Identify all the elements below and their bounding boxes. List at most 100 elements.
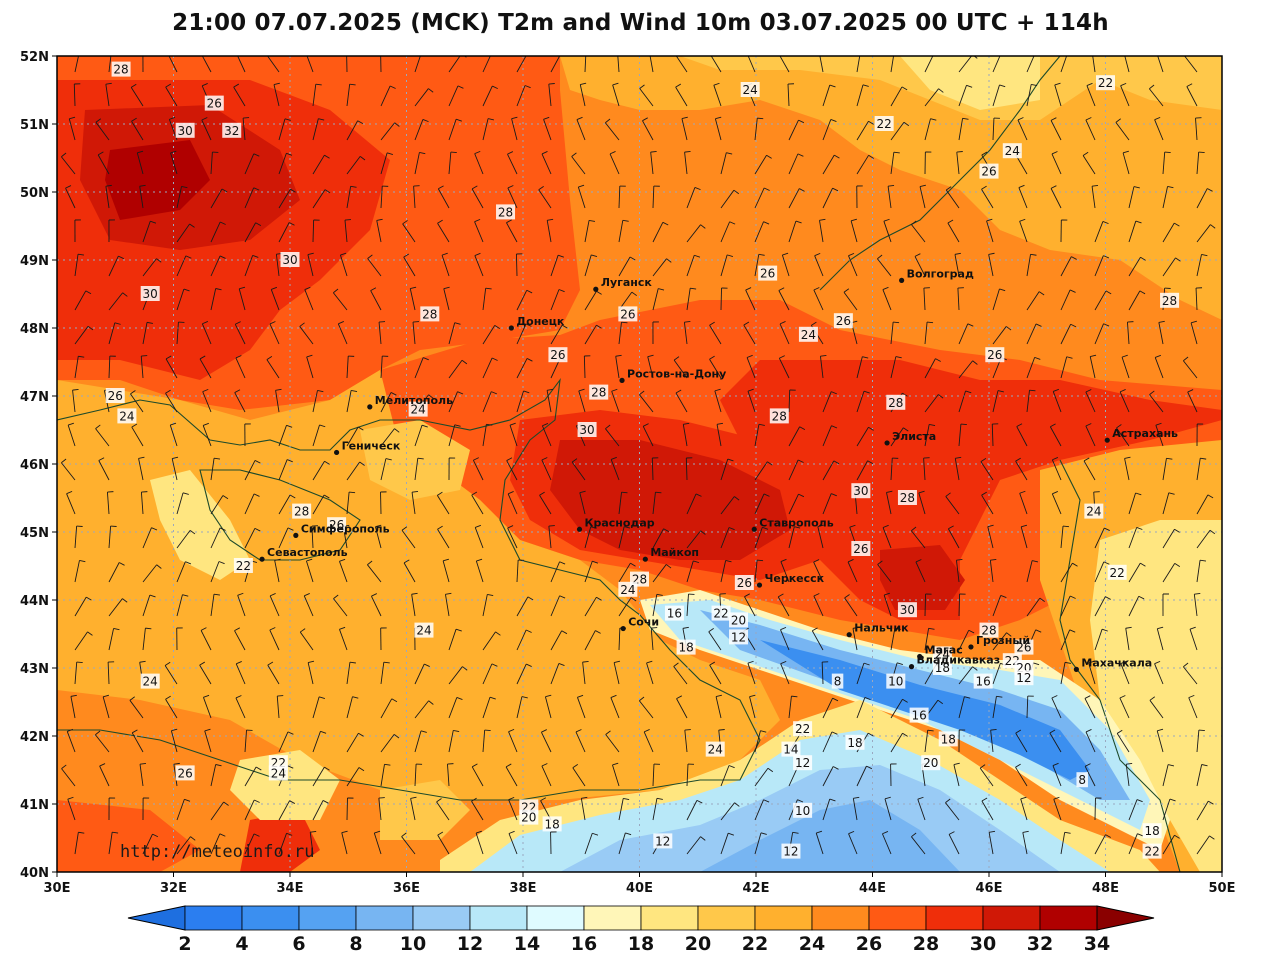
wind-barb-flag bbox=[945, 492, 951, 497]
wind-barb bbox=[413, 186, 416, 209]
wind-barb-flag bbox=[222, 495, 229, 500]
wind-barb bbox=[676, 698, 688, 719]
wind-barb-flag bbox=[814, 252, 821, 257]
wind-barb bbox=[516, 663, 527, 685]
contour-label: 26 bbox=[327, 517, 347, 533]
wind-barb bbox=[131, 426, 144, 447]
wind-barb-flag bbox=[441, 252, 448, 256]
wind-barb bbox=[210, 495, 224, 515]
wind-barb-flag bbox=[87, 631, 93, 636]
wind-barb-flag bbox=[475, 524, 482, 528]
wind-barb bbox=[482, 325, 496, 345]
wind-barb bbox=[747, 391, 756, 413]
wind-barb bbox=[646, 662, 654, 685]
wind-barb-flag bbox=[763, 799, 770, 803]
wind-barb bbox=[437, 188, 450, 209]
wind-barb-flag bbox=[947, 219, 954, 224]
wind-barb bbox=[1122, 152, 1130, 175]
wind-barb-flag bbox=[714, 388, 721, 392]
wind-barb bbox=[267, 56, 280, 73]
wind-barb-flag bbox=[371, 593, 378, 597]
wind-barb bbox=[1085, 425, 1096, 447]
wind-barb-flag bbox=[547, 218, 554, 221]
wind-barb-flag bbox=[605, 730, 611, 735]
lon-tick-label: 48E bbox=[1092, 881, 1119, 896]
wind-barb-flag bbox=[1139, 290, 1146, 295]
wind-barb bbox=[988, 254, 994, 277]
wind-barb-flag bbox=[709, 321, 715, 326]
svg-text:28: 28 bbox=[772, 409, 787, 423]
wind-barb-flag bbox=[476, 558, 483, 562]
wind-barb bbox=[958, 666, 973, 685]
wind-barb-flag bbox=[428, 394, 434, 399]
wind-barb bbox=[778, 290, 790, 311]
wind-barb-flag bbox=[473, 457, 479, 461]
wind-barb bbox=[1092, 56, 1096, 73]
wind-barb-flag bbox=[266, 355, 273, 361]
wind-barb bbox=[1084, 698, 1096, 719]
svg-text:18: 18 bbox=[544, 817, 559, 831]
contour-label: 24 bbox=[117, 408, 137, 424]
wind-barb bbox=[210, 152, 213, 175]
wind-barb-flag bbox=[170, 422, 177, 426]
colorbar-label: 28 bbox=[913, 933, 939, 955]
svg-text:30: 30 bbox=[579, 423, 594, 437]
city-name: Севастополь bbox=[267, 546, 348, 559]
contour-label: 28 bbox=[769, 408, 789, 424]
wind-barb bbox=[575, 731, 586, 753]
wind-barb bbox=[411, 492, 416, 515]
wind-barb-flag bbox=[927, 729, 934, 732]
wind-barb bbox=[1084, 766, 1096, 787]
wind-barb-flag bbox=[1201, 254, 1208, 257]
wind-barb bbox=[686, 493, 697, 515]
wind-barb-flag bbox=[422, 51, 428, 53]
wind-barb-flag bbox=[401, 526, 408, 531]
wind-barb bbox=[508, 731, 518, 753]
contour-label: 18 bbox=[676, 639, 696, 655]
wind-barb bbox=[550, 289, 560, 311]
wind-barb-flag bbox=[411, 592, 418, 595]
source-url[interactable]: http://meteoinfo.ru bbox=[120, 842, 315, 862]
wind-barb-flag bbox=[760, 730, 767, 733]
contour-label: 28 bbox=[897, 490, 917, 505]
wind-barb-flag bbox=[420, 730, 427, 733]
wind-barb-flag bbox=[579, 490, 586, 494]
wind-barb bbox=[270, 289, 280, 311]
wind-barb bbox=[244, 730, 247, 753]
wind-barb bbox=[1119, 697, 1130, 719]
wind-barb-flag bbox=[112, 831, 119, 834]
wind-barb-flag bbox=[491, 391, 498, 395]
wind-barb-flag bbox=[605, 424, 611, 430]
contour-label: 18 bbox=[1142, 823, 1162, 839]
wind-barb-flag bbox=[333, 288, 339, 294]
wind-barb bbox=[681, 118, 688, 141]
wind-barb-flag bbox=[832, 766, 839, 770]
wind-barb-flag bbox=[763, 187, 770, 191]
wind-barb bbox=[989, 560, 994, 583]
wind-barb-flag bbox=[122, 292, 128, 297]
wind-barb-flag bbox=[235, 695, 242, 699]
wind-barb-flag bbox=[960, 423, 967, 426]
wind-barb-flag bbox=[1084, 695, 1091, 699]
wind-barb bbox=[346, 356, 349, 379]
wind-barb-flag bbox=[306, 558, 313, 562]
wind-barb bbox=[958, 593, 961, 617]
colorbar-label: 30 bbox=[970, 933, 996, 955]
wind-barb-flag bbox=[559, 595, 566, 599]
wind-barb bbox=[720, 254, 728, 277]
svg-text:28: 28 bbox=[498, 205, 513, 219]
svg-text:28: 28 bbox=[981, 624, 996, 638]
wind-barb bbox=[378, 322, 382, 345]
wind-barb bbox=[66, 493, 76, 515]
wind-barb-flag bbox=[271, 286, 278, 290]
wind-barb-flag bbox=[911, 832, 917, 838]
field-24-sea bbox=[57, 370, 780, 800]
wind-barb-flag bbox=[239, 286, 246, 290]
wind-barb bbox=[822, 493, 832, 515]
wind-barb bbox=[380, 698, 393, 719]
wind-barb-flag bbox=[863, 662, 870, 666]
wind-barb-flag bbox=[1090, 354, 1097, 357]
wind-barb-flag bbox=[267, 661, 274, 666]
wind-barb bbox=[378, 798, 382, 821]
wind-barb bbox=[923, 288, 926, 311]
